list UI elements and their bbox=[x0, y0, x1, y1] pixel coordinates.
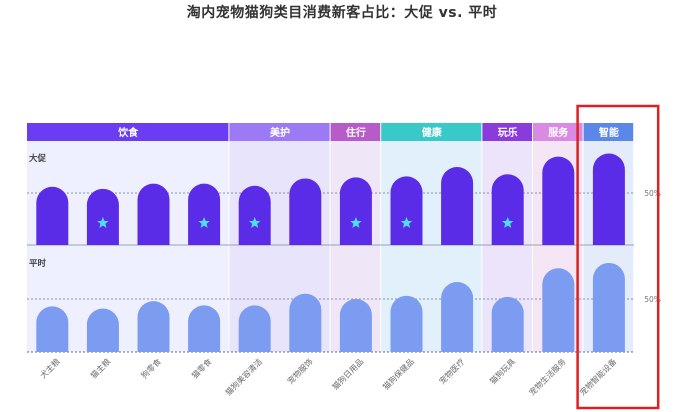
group-header bbox=[533, 123, 583, 141]
bar-promo bbox=[289, 178, 322, 245]
x-tick-label: 狗零食 bbox=[139, 356, 163, 380]
bar-normal bbox=[238, 305, 271, 352]
bar-promo bbox=[137, 183, 170, 245]
star-icon bbox=[249, 217, 261, 228]
star-icon bbox=[350, 217, 362, 228]
reference-label: 50% bbox=[644, 295, 661, 304]
group-header bbox=[330, 123, 381, 141]
bar-promo bbox=[542, 156, 575, 245]
group-header-label: 健康 bbox=[422, 126, 443, 139]
group-header bbox=[381, 123, 482, 141]
group-header bbox=[229, 123, 330, 141]
bar-promo bbox=[592, 153, 625, 245]
x-tick-label: 宠物生活服务 bbox=[527, 356, 568, 397]
bar-normal bbox=[390, 295, 423, 352]
x-tick-label: 猫狗玩具 bbox=[487, 356, 517, 386]
group-header-label: 美护 bbox=[270, 126, 290, 139]
bar-promo bbox=[238, 185, 271, 245]
star-icon bbox=[502, 217, 514, 228]
bar-normal bbox=[339, 299, 372, 352]
highlight bbox=[576, 104, 660, 410]
x-tick-label: 猫零食 bbox=[189, 356, 213, 380]
bar-normal bbox=[542, 268, 575, 352]
bar-normal bbox=[441, 282, 474, 352]
bar-promo bbox=[86, 188, 119, 245]
bar-promo bbox=[339, 177, 372, 245]
group-header bbox=[583, 123, 634, 141]
bar-promo bbox=[441, 167, 474, 245]
x-tick-label: 宠物医疗 bbox=[437, 356, 467, 386]
bar-normal bbox=[188, 305, 221, 352]
bar-promo bbox=[491, 174, 524, 245]
reference-label: 50% bbox=[644, 189, 661, 198]
x-tick-label: 宠物服饰 bbox=[285, 356, 315, 386]
star-icon bbox=[198, 217, 210, 228]
x-tick-label: 猫狗美容清洁 bbox=[223, 356, 264, 397]
bar-normal bbox=[592, 262, 625, 352]
group-header-label: 玩乐 bbox=[498, 126, 518, 139]
bar-promo bbox=[390, 176, 423, 245]
x-tick-label: 宠物智能设备 bbox=[577, 356, 618, 397]
group-headers: 饮食 美护 住行 健康 玩乐 服务 智能 bbox=[27, 123, 634, 141]
group-header bbox=[27, 123, 229, 141]
x-tick-label: 猫狗日用品 bbox=[330, 356, 365, 391]
bar-normal bbox=[86, 308, 119, 352]
bar-promo bbox=[188, 183, 221, 245]
star-icon bbox=[97, 217, 109, 228]
bar-normal bbox=[289, 293, 322, 352]
x-tick-label: 猫主粮 bbox=[88, 356, 112, 380]
bar-normal bbox=[491, 296, 524, 352]
group-header-label: 饮食 bbox=[117, 126, 139, 139]
group-header-label: 住行 bbox=[346, 126, 366, 139]
row-label: 大促 bbox=[29, 153, 47, 164]
x-tick-label: 犬主粮 bbox=[38, 356, 62, 380]
star-icon bbox=[400, 217, 413, 228]
group-header-label: 智能 bbox=[599, 126, 619, 139]
group-header-label: 服务 bbox=[548, 126, 569, 139]
reference-lines bbox=[27, 192, 635, 353]
highlight-box bbox=[576, 104, 660, 410]
bar-promo bbox=[36, 186, 69, 245]
group-header bbox=[482, 123, 532, 141]
x-tick-label: 猫狗保健品 bbox=[381, 356, 416, 391]
bar-normal bbox=[36, 306, 69, 352]
bars bbox=[36, 153, 625, 352]
row-label: 平时 bbox=[29, 258, 47, 269]
bar-normal bbox=[137, 301, 170, 352]
chart-title: 淘内宠物猫狗类目消费新客占比：大促 vs. 平时 bbox=[186, 5, 498, 21]
